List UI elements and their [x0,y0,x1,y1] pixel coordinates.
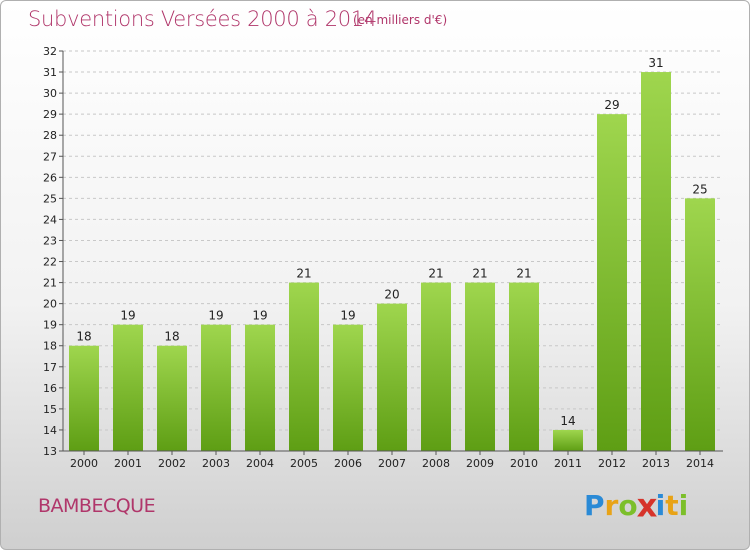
bar-2012 [597,114,627,451]
x-tick-label: 2001 [114,457,142,470]
logo-letter: i [678,489,689,522]
y-tick-label: 25 [43,192,57,205]
chart-title: Subventions Versées 2000 à 2014 [28,7,377,31]
logo-letter: t [665,489,679,522]
bar-2002 [157,345,187,451]
x-tick-label: 2005 [290,457,318,470]
x-tick-label: 2000 [70,457,98,470]
bar-2006 [333,324,363,451]
labels: 13 14 15 16 17 18 19 20 21 22 23 24 25 26 27 28 29 30 31 32… [43,45,714,470]
bar-2001 [113,324,143,451]
bar-value-label: 21 [516,267,531,281]
y-tick-label: 29 [43,108,57,121]
logo-letter: P [584,489,605,522]
y-tick-label: 26 [43,171,57,184]
proxiti-logo: Proxiti [584,486,689,525]
bar-value-label: 29 [604,98,619,112]
bar-value-label: 21 [472,267,487,281]
bar-value-label: 19 [208,309,223,323]
bar-2013 [641,72,671,451]
x-tick-label: 2011 [554,457,582,470]
bar-value-label: 20 [384,288,399,302]
bar-2004 [245,324,275,451]
y-tick-label: 30 [43,87,57,100]
logo-letter: o [618,489,638,522]
y-tick-label: 18 [43,340,57,353]
bar-value-label: 18 [76,330,91,344]
y-tick-label: 31 [43,66,57,79]
bars [69,72,715,451]
y-tick-label: 16 [43,382,57,395]
x-tick-label: 2003 [202,457,230,470]
x-tick-label: 2012 [598,457,626,470]
chart-subtitle: (en milliers d'€) [353,13,448,27]
y-tick-label: 14 [43,424,57,437]
y-tick-label: 23 [43,234,57,247]
y-tick-label: 13 [43,445,57,458]
y-tick-label: 22 [43,256,57,269]
logo-letter: r [604,489,619,522]
x-tick-label: 2002 [158,457,186,470]
y-tick-label: 24 [43,213,57,226]
y-tick-label: 15 [43,403,57,416]
x-tick-label: 2007 [378,457,406,470]
bar-2005 [289,282,319,451]
y-tick-label: 19 [43,319,57,332]
bar-value-label: 25 [692,182,707,196]
logo-letter: x [636,486,658,525]
bar-value-label: 19 [120,309,135,323]
bar-2009 [465,282,495,451]
x-tick-label: 2004 [246,457,274,470]
bar-2008 [421,282,451,451]
bar-value-label: 31 [648,56,663,70]
y-tick-label: 17 [43,361,57,374]
x-tick-label: 2009 [466,457,494,470]
x-tick-label: 2006 [334,457,362,470]
y-tick-label: 32 [43,45,57,58]
y-tick-label: 20 [43,298,57,311]
x-tick-label: 2010 [510,457,538,470]
bar-value-label: 18 [164,330,179,344]
bar-2011 [553,429,583,451]
bar-2007 [377,303,407,451]
bar-2000 [69,345,99,451]
bar-value-label: 19 [252,309,267,323]
place-name: BAMBECQUE [38,495,156,517]
bar-2003 [201,324,231,451]
y-tick-label: 21 [43,277,57,290]
y-tick-label: 28 [43,129,57,142]
bar-value-label: 19 [340,309,355,323]
bar-value-label: 14 [560,414,575,428]
axes [59,50,723,455]
x-tick-label: 2008 [422,457,450,470]
x-tick-label: 2014 [686,457,714,470]
bar-value-label: 21 [428,267,443,281]
y-tick-label: 27 [43,150,57,163]
x-tick-label: 2013 [642,457,670,470]
bar-2010 [509,282,539,451]
bar-value-label: 21 [296,267,311,281]
logo-letter: i [655,489,666,522]
bar-2014 [685,198,715,451]
